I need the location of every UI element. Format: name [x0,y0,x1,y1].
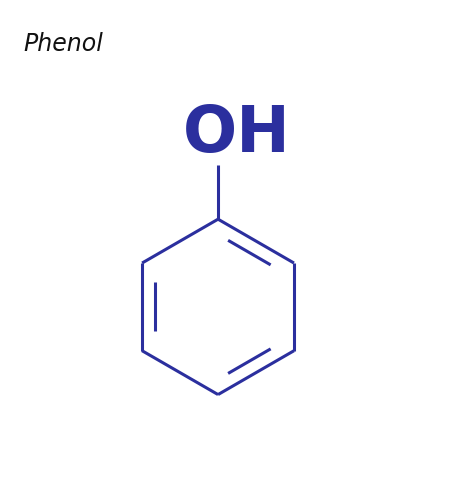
Text: OH: OH [183,103,291,165]
Text: Phenol: Phenol [24,32,104,56]
